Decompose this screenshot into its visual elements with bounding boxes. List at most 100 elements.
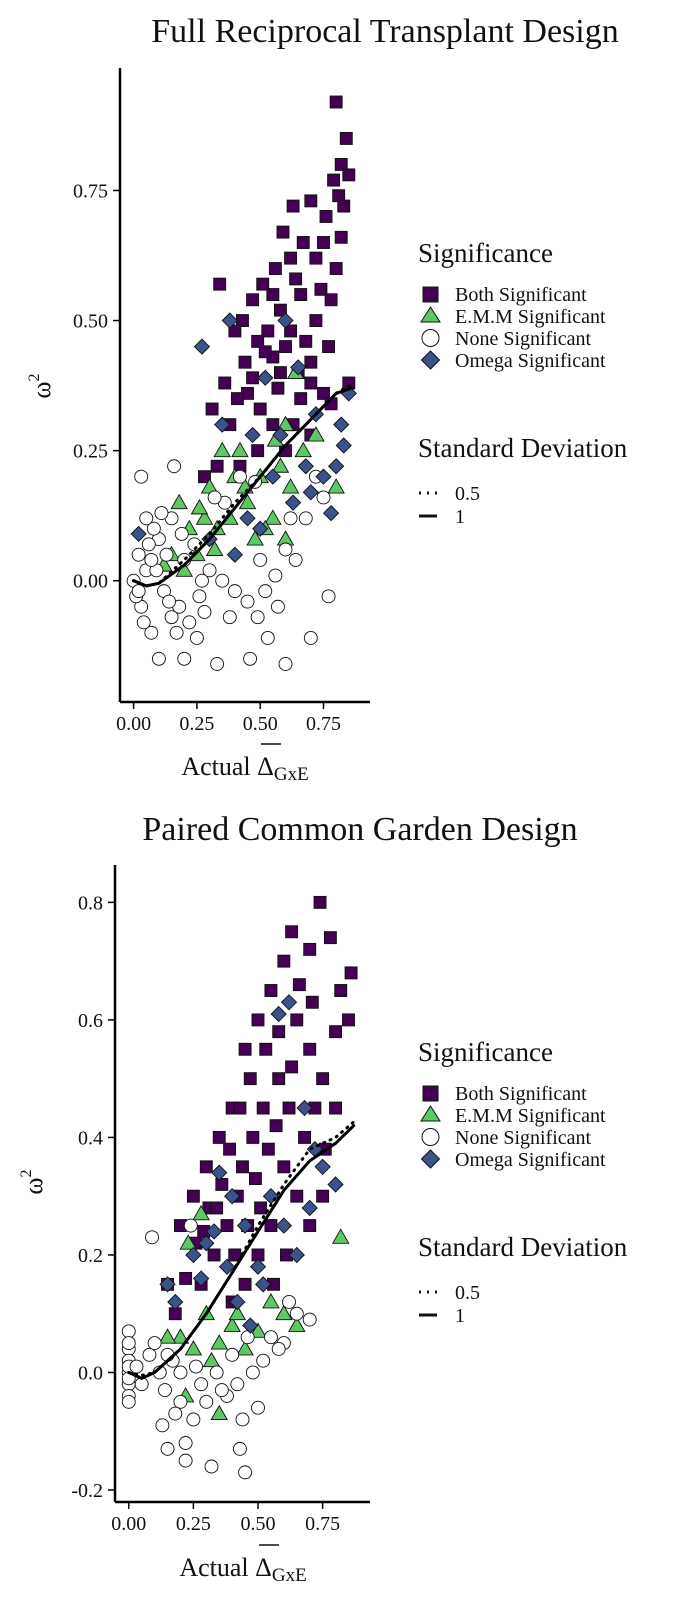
- y-tick-label: 0.8: [78, 892, 103, 914]
- point-omega-significant: [221, 312, 238, 329]
- point-none-significant: [136, 615, 151, 630]
- point-both-significant: [264, 1219, 278, 1233]
- point-omega-significant: [249, 1258, 267, 1275]
- point-omega-significant: [242, 1317, 259, 1334]
- chart-title: Paired Common Garden Design: [142, 811, 577, 848]
- point-none-significant: [232, 1441, 247, 1456]
- point-none-significant: [298, 511, 313, 526]
- legend-label-both: Both Significant: [455, 1083, 587, 1105]
- point-both-significant: [223, 1142, 237, 1156]
- point-emm-significant: [228, 1304, 247, 1321]
- point-emm-significant: [275, 1304, 293, 1321]
- point-emm-significant: [184, 1340, 203, 1356]
- point-none-significant: [195, 573, 209, 588]
- legend-key-square: [422, 1085, 439, 1102]
- point-both-significant: [272, 1072, 286, 1086]
- y-tick-label: 0.6: [78, 1010, 103, 1032]
- point-emm-significant: [288, 1316, 306, 1332]
- point-emm-significant: [170, 493, 188, 510]
- point-emm-significant: [262, 1293, 280, 1309]
- series-omega-significant: [130, 312, 357, 563]
- point-both-significant: [334, 984, 348, 997]
- point-both-significant: [277, 954, 291, 968]
- point-none-significant: [141, 537, 156, 552]
- panel-full-reciprocal: Full Reciprocal Transplant Design 0.000.…: [26, 13, 628, 785]
- point-omega-significant: [255, 1276, 272, 1293]
- point-none-significant: [121, 1336, 136, 1351]
- x-tick-label: 0.75: [306, 713, 341, 735]
- point-none-significant: [316, 490, 331, 505]
- point-both-significant: [268, 262, 282, 275]
- y-tick-label: 0.00: [73, 571, 108, 593]
- point-none-significant: [214, 1383, 229, 1398]
- point-none-significant: [189, 1359, 203, 1374]
- point-both-significant: [266, 288, 280, 301]
- point-none-significant: [270, 599, 285, 614]
- legend-key-circle: [421, 329, 440, 347]
- point-none-significant: [240, 1330, 255, 1345]
- point-none-significant: [271, 1342, 286, 1356]
- point-omega-significant: [205, 1223, 223, 1240]
- point-none-significant: [142, 1347, 157, 1362]
- point-omega-significant: [315, 468, 332, 485]
- x-tick-label: 0.25: [176, 1513, 211, 1535]
- point-both-significant: [256, 1101, 270, 1115]
- point-omega-significant: [264, 468, 281, 485]
- y-axis-label: ω2: [26, 373, 56, 398]
- point-omega-significant: [185, 1246, 202, 1264]
- legend-label-emm: E.M.M Significant: [455, 306, 606, 328]
- point-both-significant: [285, 1060, 299, 1074]
- point-none-significant: [222, 610, 237, 625]
- legend-label-omega: Omega Significant: [455, 350, 606, 372]
- point-none-significant: [282, 1295, 296, 1309]
- point-both-significant: [251, 1013, 265, 1027]
- point-none-significant: [232, 469, 247, 484]
- point-omega-significant: [322, 504, 340, 522]
- point-emm-significant: [264, 509, 282, 525]
- point-both-significant: [179, 1272, 193, 1285]
- point-none-significant: [147, 1336, 162, 1351]
- point-both-significant: [294, 288, 308, 301]
- point-both-significant: [309, 314, 323, 328]
- legend-label-both: Both Significant: [455, 284, 587, 306]
- point-emm-significant: [276, 415, 295, 432]
- point-none-significant: [186, 1412, 201, 1427]
- point-omega-significant: [239, 510, 256, 527]
- point-emm-significant: [158, 1328, 177, 1344]
- x-tick-label: 0.00: [116, 713, 151, 735]
- y-ticks: -0.2 0.0 0.2 0.4 0.6 0.8: [71, 892, 115, 1502]
- legend-key-triangle: [420, 306, 441, 323]
- point-none-significant: [210, 657, 225, 671]
- point-emm-significant: [327, 478, 345, 494]
- point-both-significant: [296, 236, 310, 249]
- point-none-significant: [183, 1218, 198, 1233]
- legend-label-sd-1: 1: [455, 1305, 465, 1327]
- point-none-significant: [164, 610, 179, 625]
- y-axis-label-main: ω: [19, 1177, 48, 1194]
- point-both-significant: [254, 1201, 268, 1215]
- point-both-significant: [271, 381, 285, 395]
- y-axis-label-main: ω: [27, 381, 56, 398]
- point-none-significant: [197, 604, 212, 619]
- point-both-significant: [303, 1219, 317, 1233]
- plot-area: [121, 895, 358, 1480]
- point-both-significant: [285, 925, 299, 939]
- point-omega-significant: [314, 1158, 331, 1175]
- point-both-significant: [215, 1177, 229, 1191]
- point-omega-significant: [280, 994, 298, 1011]
- point-both-significant: [261, 1142, 275, 1156]
- y-ticks: 0.00 0.25 0.50 0.75: [73, 180, 120, 593]
- point-both-significant: [277, 1160, 291, 1174]
- legend-label-emm: E.M.M Significant: [455, 1105, 606, 1127]
- y-tick-label: 0.75: [73, 180, 108, 202]
- point-omega-significant: [198, 1235, 215, 1252]
- point-emm-significant: [231, 441, 249, 458]
- point-both-significant: [198, 470, 211, 484]
- point-omega-significant: [333, 416, 350, 433]
- point-emm-significant: [202, 1351, 221, 1368]
- point-both-significant: [256, 277, 270, 291]
- point-none-significant: [243, 651, 258, 666]
- point-both-significant: [261, 324, 275, 338]
- point-both-significant: [303, 942, 317, 956]
- point-emm-significant: [210, 1334, 229, 1350]
